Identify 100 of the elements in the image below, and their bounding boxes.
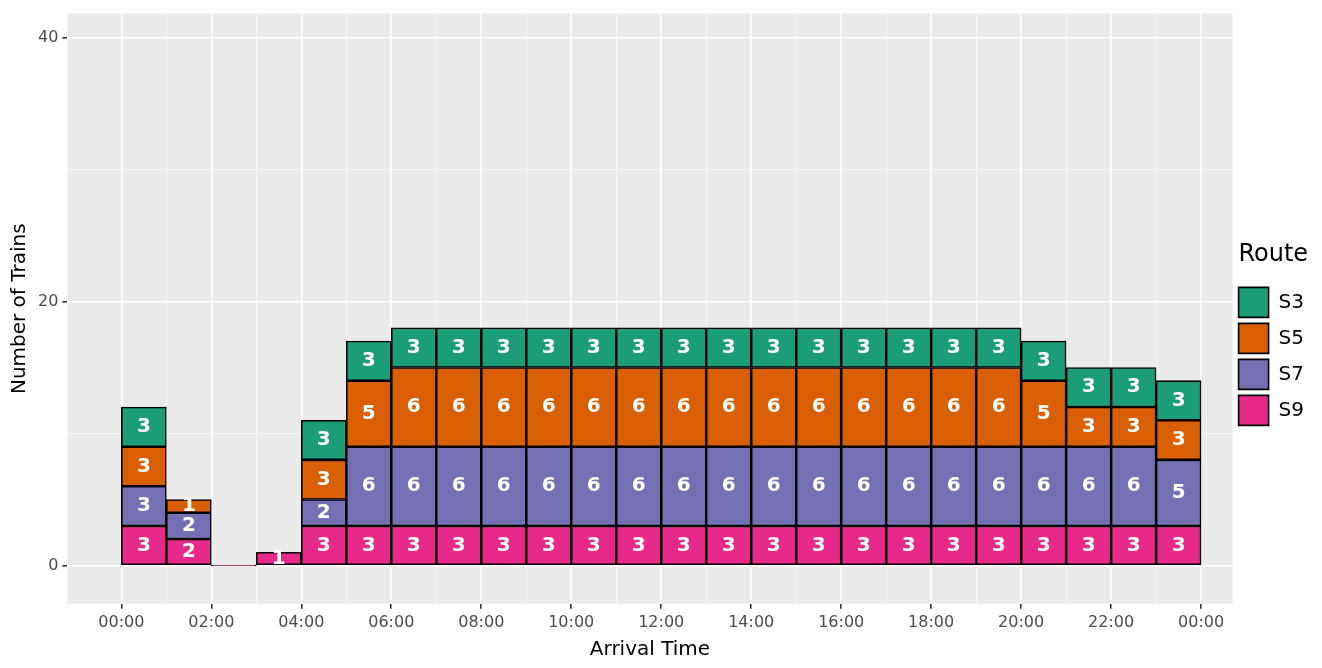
data-label: 3 — [766, 333, 781, 358]
legend-label: S7 — [1278, 360, 1304, 385]
data-label: 3 — [991, 333, 1006, 358]
data-label: 6 — [406, 393, 421, 418]
data-label: 3 — [811, 531, 826, 556]
data-label: 3 — [946, 333, 961, 358]
x-tick-label: 10:00 — [548, 611, 595, 631]
data-label: 3 — [856, 531, 871, 556]
data-label: 3 — [631, 531, 646, 556]
data-label: 3 — [1126, 531, 1141, 556]
x-tick-label: 20:00 — [998, 611, 1045, 631]
data-label: 3 — [1171, 426, 1186, 451]
data-label: 3 — [721, 531, 736, 556]
data-label: 3 — [811, 333, 826, 358]
data-label: 6 — [1036, 472, 1051, 497]
data-label: 3 — [361, 347, 376, 372]
data-label: 3 — [496, 333, 511, 358]
data-label: 6 — [991, 472, 1006, 497]
data-label: 3 — [1126, 373, 1141, 398]
data-label: 6 — [541, 472, 556, 497]
legend-label: S9 — [1278, 396, 1304, 421]
data-label: 3 — [541, 333, 556, 358]
data-label: 6 — [1081, 472, 1096, 497]
legend-label: S5 — [1278, 324, 1304, 349]
data-label: 3 — [136, 452, 151, 477]
data-label: 6 — [1126, 472, 1141, 497]
data-label: 6 — [586, 393, 601, 418]
data-label: 3 — [496, 531, 511, 556]
y-tick-label: 0 — [48, 554, 59, 574]
y-axis-title: Number of Trains — [6, 223, 31, 395]
legend-title: Route — [1238, 238, 1309, 267]
data-label: 6 — [901, 472, 916, 497]
x-tick-label: 14:00 — [728, 611, 775, 631]
data-label: 6 — [856, 393, 871, 418]
data-label: 3 — [451, 333, 466, 358]
x-tick-label: 00:00 — [98, 611, 145, 631]
data-label: 3 — [676, 333, 691, 358]
data-label: 6 — [361, 472, 376, 497]
data-label: 6 — [676, 393, 691, 418]
y-tick-label: 40 — [38, 26, 59, 46]
data-label: 6 — [811, 393, 826, 418]
data-label: 3 — [316, 531, 331, 556]
data-label: 6 — [721, 393, 736, 418]
data-label: 3 — [136, 531, 151, 556]
data-label: 5 — [361, 399, 376, 424]
data-label: 6 — [946, 393, 961, 418]
data-label: 6 — [766, 393, 781, 418]
data-label: 3 — [766, 531, 781, 556]
data-label: 3 — [586, 333, 601, 358]
data-label: 3 — [991, 531, 1006, 556]
data-label: 3 — [451, 531, 466, 556]
data-label: 5 — [1036, 399, 1051, 424]
data-label: 3 — [136, 413, 151, 438]
data-label: 6 — [451, 393, 466, 418]
data-label: 6 — [541, 393, 556, 418]
data-label: 6 — [451, 472, 466, 497]
data-label: 6 — [946, 472, 961, 497]
data-label: 3 — [721, 333, 736, 358]
data-label: 3 — [316, 426, 331, 451]
data-label: 3 — [901, 333, 916, 358]
data-label: 6 — [991, 393, 1006, 418]
data-label: 3 — [586, 531, 601, 556]
data-label: 3 — [316, 465, 331, 490]
data-label: 6 — [901, 393, 916, 418]
data-label: 6 — [586, 472, 601, 497]
data-label: 3 — [631, 333, 646, 358]
x-tick-label: 08:00 — [458, 611, 505, 631]
data-label: 6 — [631, 393, 646, 418]
data-label: 3 — [1081, 373, 1096, 398]
x-tick-label: 04:00 — [278, 611, 325, 631]
data-label: 3 — [1126, 413, 1141, 438]
data-label: 3 — [856, 333, 871, 358]
data-label: 3 — [1171, 386, 1186, 411]
data-label: 3 — [1036, 531, 1051, 556]
x-tick-label: 22:00 — [1088, 611, 1135, 631]
data-label: 3 — [1171, 531, 1186, 556]
data-label: 2 — [181, 512, 196, 537]
x-axis-title: Arrival Time — [589, 636, 711, 661]
data-label: 6 — [631, 472, 646, 497]
x-tick-label: 00:00 — [1178, 611, 1225, 631]
data-label: 3 — [406, 333, 421, 358]
data-label: 3 — [676, 531, 691, 556]
data-label: 6 — [766, 472, 781, 497]
data-label: 6 — [496, 393, 511, 418]
data-label: 3 — [1081, 531, 1096, 556]
x-tick-label: 16:00 — [818, 611, 865, 631]
data-label: 2 — [316, 498, 331, 523]
data-label: 3 — [361, 531, 376, 556]
x-tick-label: 02:00 — [188, 611, 235, 631]
legend-label: S3 — [1278, 288, 1304, 313]
x-tick-label: 18:00 — [908, 611, 955, 631]
data-label: 6 — [496, 472, 511, 497]
data-label: 3 — [1036, 347, 1051, 372]
data-label: 3 — [1081, 413, 1096, 438]
data-label: 3 — [946, 531, 961, 556]
x-tick-label: 06:00 — [368, 611, 415, 631]
data-label: 6 — [811, 472, 826, 497]
data-label: 3 — [406, 531, 421, 556]
data-label: 6 — [406, 472, 421, 497]
data-label: 3 — [136, 492, 151, 517]
